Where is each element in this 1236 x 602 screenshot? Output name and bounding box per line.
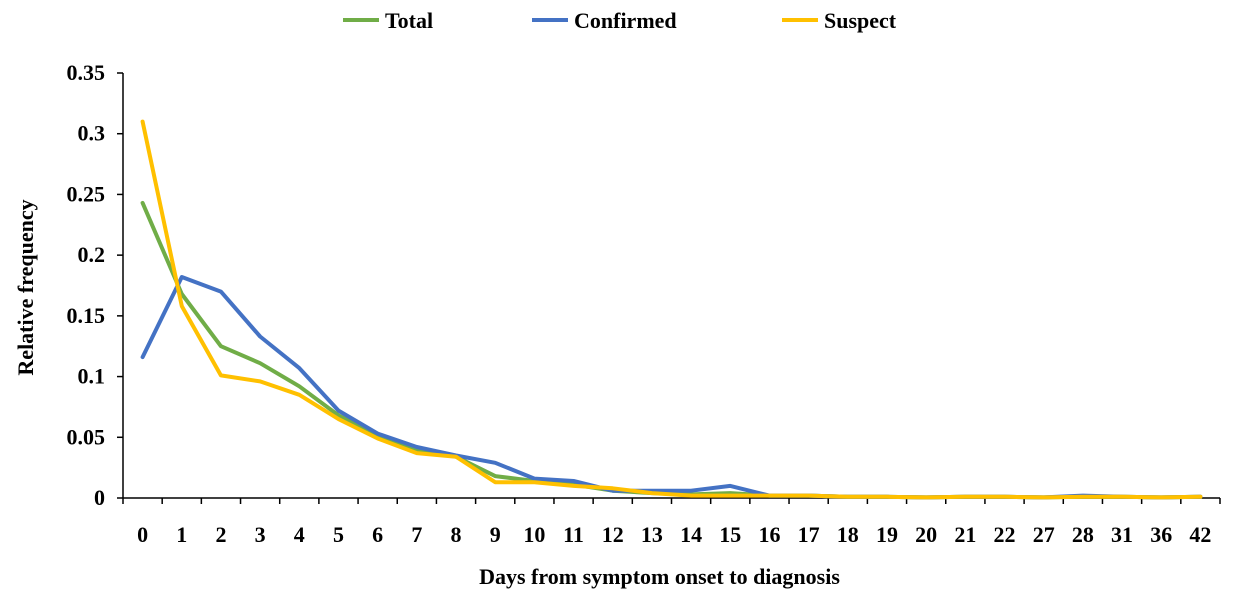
x-tick-label: 15 xyxy=(719,522,741,547)
x-tick-label: 4 xyxy=(294,522,305,547)
legend-label-confirmed: Confirmed xyxy=(574,8,677,33)
x-tick-label: 21 xyxy=(954,522,976,547)
x-tick-label: 14 xyxy=(680,522,702,547)
y-tick-label: 0.15 xyxy=(67,303,106,328)
x-tick-label: 9 xyxy=(490,522,501,547)
x-tick-label: 1 xyxy=(176,522,187,547)
x-tick-label: 8 xyxy=(451,522,462,547)
x-tick-label: 17 xyxy=(798,522,820,547)
x-tick-label: 36 xyxy=(1150,522,1172,547)
x-tick-label: 16 xyxy=(758,522,780,547)
x-tick-label: 13 xyxy=(641,522,663,547)
x-tick-label: 6 xyxy=(372,522,383,547)
x-tick-label: 28 xyxy=(1072,522,1094,547)
series-lines xyxy=(140,119,1203,500)
y-tick-label: 0.1 xyxy=(78,364,106,389)
y-tick-label: 0.3 xyxy=(78,121,106,146)
y-tick-label: 0 xyxy=(94,485,105,510)
x-tick-label: 5 xyxy=(333,522,344,547)
x-tick-label: 0 xyxy=(137,522,148,547)
x-tick-label: 22 xyxy=(994,522,1016,547)
y-tick-label: 0.2 xyxy=(78,242,106,267)
series-line-suspect xyxy=(140,119,1203,500)
x-tick-label: 10 xyxy=(523,522,545,547)
legend-label-total: Total xyxy=(385,8,433,33)
y-tick-label: 0.35 xyxy=(67,60,106,85)
x-tick-label: 11 xyxy=(563,522,584,547)
x-tick-label: 20 xyxy=(915,522,937,547)
y-tick-label: 0.25 xyxy=(67,181,106,206)
x-tick-label: 42 xyxy=(1189,522,1211,547)
x-axis-title: Days from symptom onset to diagnosis xyxy=(479,564,840,589)
x-tick-label: 31 xyxy=(1111,522,1133,547)
x-tick-label: 3 xyxy=(255,522,266,547)
x-tick-label: 12 xyxy=(602,522,624,547)
legend-label-suspect: Suspect xyxy=(824,8,897,33)
series-line-total xyxy=(140,200,1203,500)
y-tick-label: 0.05 xyxy=(67,424,106,449)
y-axis: 0 0.05 0.1 0.15 0.2 0.25 0.3 0.35 xyxy=(67,60,124,510)
x-tick-label: 19 xyxy=(876,522,898,547)
x-axis: 0 1 2 3 4 5 6 7 8 9 10 11 12 13 14 15 16 17 18 19 20 21 22 27 28… xyxy=(122,497,1221,547)
x-tick-label: 2 xyxy=(215,522,226,547)
x-tick-label: 27 xyxy=(1033,522,1055,547)
legend: Total Confirmed Suspect xyxy=(343,8,897,33)
y-axis-title: Relative frequency xyxy=(13,199,38,375)
x-tick-label: 7 xyxy=(411,522,422,547)
x-tick-label: 18 xyxy=(837,522,859,547)
